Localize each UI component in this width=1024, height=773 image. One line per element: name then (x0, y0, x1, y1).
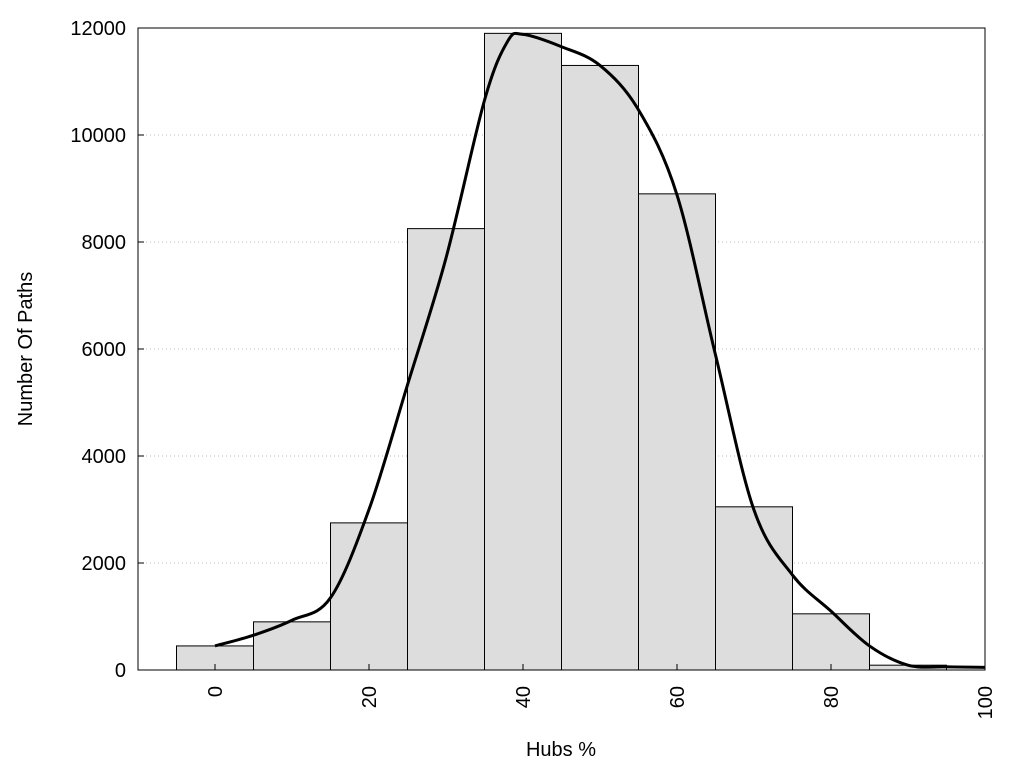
y-axis-label: Number Of Paths (15, 272, 37, 427)
density-curve (214, 31, 986, 669)
y-tick-label: 0 (115, 660, 126, 682)
x-tick-label: 40 (513, 686, 535, 708)
y-tick-label: 6000 (82, 339, 127, 361)
bar-40 (484, 32, 562, 671)
y-tick-label: 8000 (82, 232, 127, 254)
x-tick-label: 60 (667, 686, 689, 708)
x-tick-label: 0 (205, 686, 227, 697)
y-tick-label: 12000 (70, 18, 126, 40)
bar-80 (792, 613, 870, 671)
bar-60 (638, 193, 716, 671)
bar-20 (330, 522, 408, 671)
x-tick-label: 80 (821, 686, 843, 708)
y-tick-label: 2000 (82, 553, 127, 575)
bar-70 (715, 506, 793, 671)
bar-50 (561, 64, 639, 671)
x-axis-label: Hubs % (526, 739, 596, 761)
bar-10 (253, 621, 331, 671)
x-tick-label: 100 (975, 686, 997, 719)
x-tick-label: 20 (359, 686, 381, 708)
y-tick-label: 10000 (70, 125, 126, 147)
bar-30 (407, 228, 485, 671)
y-tick-label: 4000 (82, 446, 127, 468)
